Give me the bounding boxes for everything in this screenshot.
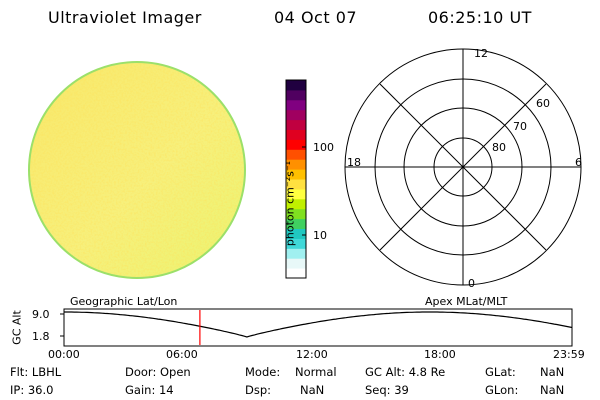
x-tick-0600: 06:00 bbox=[166, 348, 198, 361]
y-max-label: 9.0 bbox=[32, 308, 50, 321]
x-tick-2359: 23:59 bbox=[553, 348, 585, 361]
mode-label: Mode: bbox=[245, 365, 281, 379]
disk-limb bbox=[28, 61, 246, 279]
colorbar-segment bbox=[286, 80, 306, 91]
mlat-label-60: 60 bbox=[536, 97, 550, 110]
colorbar-segment bbox=[286, 198, 306, 210]
glon-label: GLon: bbox=[485, 383, 519, 397]
colorbar-segment bbox=[286, 179, 306, 190]
seq-info: Seq: 39 bbox=[365, 383, 409, 397]
x-tick-1200: 12:00 bbox=[296, 348, 328, 361]
colorbar-segment bbox=[286, 188, 306, 200]
mlt-label-18: 18 bbox=[347, 156, 361, 169]
color-scale-bar bbox=[286, 80, 306, 279]
mlat-label-80: 80 bbox=[492, 141, 506, 154]
colorbar-segment bbox=[286, 169, 306, 180]
colorbar-segment bbox=[286, 89, 306, 101]
colorbar-segment bbox=[286, 228, 306, 239]
ip-info: IP: 36.0 bbox=[10, 383, 54, 397]
x-tick-1800: 18:00 bbox=[424, 348, 456, 361]
colorbar-segment bbox=[286, 149, 306, 160]
mlt-label-0: 0 bbox=[468, 277, 475, 290]
colorbar-segment bbox=[286, 258, 306, 269]
instrument-title: Ultraviolet Imager bbox=[48, 8, 202, 27]
dsp-label: Dsp: bbox=[245, 383, 272, 397]
colorbar-segment bbox=[286, 119, 306, 130]
colorbar-segment bbox=[286, 218, 306, 229]
colorbar-tick-10: 10 bbox=[313, 229, 327, 242]
glat-label: GLat: bbox=[485, 365, 516, 379]
mlt-label-6: 6 bbox=[575, 156, 582, 169]
mode-value: Normal bbox=[295, 365, 337, 379]
door-info: Door: Open bbox=[125, 365, 191, 379]
colorbar-segment bbox=[286, 248, 306, 259]
colorbar-segment bbox=[286, 109, 306, 121]
filter-info: Flt: LBHL bbox=[10, 365, 62, 379]
x-tick-0000: 00:00 bbox=[48, 348, 80, 361]
time-label: 06:25:10 UT bbox=[428, 8, 532, 27]
mlt-label-12: 12 bbox=[474, 47, 488, 60]
earth-disk-image bbox=[28, 61, 246, 279]
geographic-caption: Geographic Lat/Lon bbox=[70, 295, 178, 308]
orbit-altitude-plot bbox=[63, 308, 573, 347]
colorbar-segment bbox=[286, 129, 306, 140]
gain-info: Gain: 14 bbox=[125, 383, 174, 397]
polar-mlt-grid bbox=[344, 48, 582, 286]
colorbar-segment bbox=[286, 208, 306, 220]
mlat-label-70: 70 bbox=[513, 120, 527, 133]
dsp-value: NaN bbox=[300, 383, 325, 397]
colorbar-segment bbox=[286, 99, 306, 111]
colorbar-segment bbox=[286, 268, 306, 279]
apex-caption: Apex MLat/MLT bbox=[425, 295, 508, 308]
glat-value: NaN bbox=[540, 365, 565, 379]
glon-value: NaN bbox=[540, 383, 565, 397]
orbit-altitude-curve bbox=[64, 311, 573, 338]
colorbar-tick-100: 100 bbox=[313, 141, 334, 154]
colorbar-segment bbox=[286, 139, 306, 150]
colorbar-unit-label: photon cm⁻²s⁻¹ bbox=[283, 160, 297, 247]
colorbar-segment bbox=[286, 159, 306, 170]
y-min-label: 1.8 bbox=[32, 330, 50, 343]
date-label: 04 Oct 07 bbox=[274, 8, 358, 27]
colorbar-segment bbox=[286, 238, 306, 249]
gc-alt-info: GC Alt: 4.8 Re bbox=[365, 365, 446, 379]
gc-alt-axis-label: GC Alt bbox=[10, 310, 24, 345]
